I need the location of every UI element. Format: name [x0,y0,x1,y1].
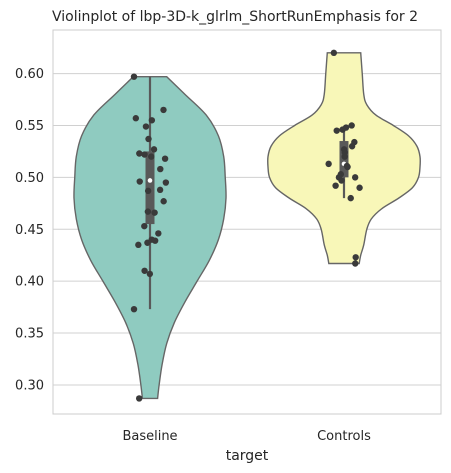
data-point [136,150,143,157]
data-point [160,106,167,114]
median-marker [147,178,153,183]
y-tick-label: 0.45 [15,223,44,238]
data-point [146,270,154,278]
data-point [136,178,143,185]
plot-area [52,29,442,415]
data-point [161,155,169,162]
data-point [160,198,167,205]
data-point [135,241,142,249]
y-tick-labels: 0.30 0.35 0.40 0.45 0.50 0.55 0.60 [15,67,44,393]
data-point [156,186,164,194]
data-point [155,230,162,237]
data-point [352,254,359,261]
data-point [347,194,354,202]
data-point [141,267,148,274]
data-point [325,160,332,168]
x-tick-label: Controls [317,429,371,444]
data-point [339,126,346,133]
data-point [145,135,152,143]
data-point [132,115,140,122]
data-point [151,209,158,216]
violins [73,52,421,400]
data-point [157,165,164,173]
data-point [333,127,340,134]
data-point [142,123,150,130]
data-point [341,153,348,160]
data-point [148,153,155,160]
data-point [330,49,338,57]
data-point [150,146,158,153]
data-point [162,179,170,186]
x-tick-labels: Baseline Controls [122,429,371,444]
chart-title: Violinplot of lbp-3D-k_glrlm_ShortRunEmp… [52,9,418,25]
data-point [151,237,159,244]
y-tick-label: 0.50 [15,171,44,186]
y-tick-label: 0.55 [15,119,44,134]
data-point [332,182,339,189]
y-tick-label: 0.40 [15,275,44,290]
data-point [144,239,151,246]
y-tick-label: 0.60 [15,67,44,82]
data-point [141,151,148,158]
plot-frame [52,29,442,415]
x-tick-label: Baseline [122,429,177,444]
data-point [135,395,143,402]
data-point [130,305,138,313]
data-point [344,163,351,171]
data-point [338,177,345,184]
data-point [144,208,152,215]
data-point [356,184,363,191]
data-points [130,49,363,402]
data-point [148,117,156,124]
y-tick-label: 0.35 [15,327,44,342]
data-point [348,143,356,150]
data-point [351,174,359,181]
data-point [144,187,152,195]
data-point [141,222,148,230]
data-point [130,73,138,80]
iqr-box [145,151,155,225]
data-point [352,260,359,267]
y-tick-label: 0.30 [15,378,44,393]
x-axis-title: target [226,448,269,464]
data-point [348,122,355,129]
